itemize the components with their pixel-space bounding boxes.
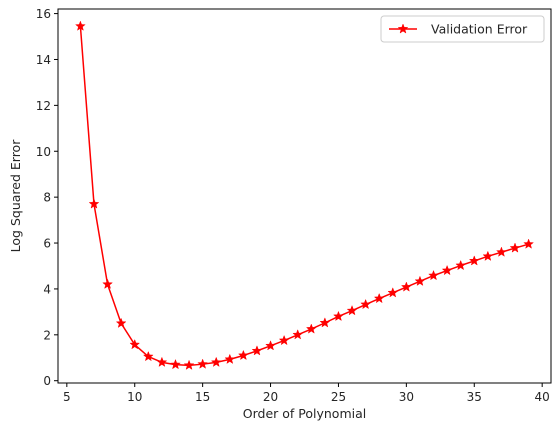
legend-label: Validation Error (431, 22, 528, 37)
y-tick-label: 10 (36, 145, 51, 159)
data-point-marker (251, 345, 263, 356)
y-tick-label: 14 (36, 53, 51, 67)
y-tick-label: 0 (43, 374, 51, 388)
x-tick-label: 35 (467, 390, 482, 404)
data-point-marker (319, 317, 331, 328)
data-point-marker (102, 278, 114, 289)
data-point-marker (333, 310, 344, 322)
data-point-marker (414, 275, 426, 286)
data-point-marker (373, 292, 385, 304)
x-tick-label: 25 (331, 390, 346, 404)
data-point-marker (509, 242, 521, 253)
data-point-marker (441, 264, 453, 276)
data-point-marker (142, 350, 154, 362)
data-point-marker (183, 359, 195, 370)
y-tick-label: 2 (43, 328, 51, 342)
y-tick-label: 16 (36, 7, 51, 21)
x-axis: 5 10 15 20 25 30 35 40 (63, 383, 550, 404)
legend: Validation Error (380, 15, 545, 43)
x-tick-label: 5 (63, 390, 71, 404)
data-point-marker (156, 356, 168, 367)
legend-box (380, 15, 545, 43)
data-point-marker (292, 329, 304, 340)
y-tick-label: 8 (43, 191, 51, 205)
y-tick-label: 12 (36, 99, 51, 113)
series-layer (74, 20, 535, 370)
data-point-marker (197, 358, 209, 369)
data-point-marker (88, 198, 100, 209)
y-axis: 0 2 4 6 8 10 12 14 16 (36, 7, 58, 388)
data-point-marker (360, 298, 372, 310)
data-point-marker (237, 349, 249, 361)
y-tick-label: 4 (43, 282, 51, 296)
data-point-marker (495, 246, 507, 257)
data-point-marker (278, 334, 290, 346)
data-point-marker (523, 238, 535, 249)
data-point-marker (387, 287, 399, 298)
data-point-marker (305, 323, 317, 334)
data-point-marker (74, 20, 86, 31)
x-tick-label: 15 (195, 390, 210, 404)
data-point-marker (170, 358, 181, 370)
y-axis-label: Log Squared Error (8, 139, 23, 253)
data-point-marker (482, 250, 494, 261)
axes-frame (57, 8, 552, 384)
data-point-marker (115, 317, 127, 328)
data-point-marker (468, 255, 480, 266)
data-point-marker (210, 356, 222, 367)
data-point-marker (265, 340, 276, 351)
x-tick-label: 40 (535, 390, 550, 404)
data-point-marker (224, 353, 236, 364)
data-point-marker (400, 281, 412, 292)
series-line (79, 26, 529, 367)
data-point-marker (428, 269, 439, 281)
data-point-marker (129, 338, 141, 350)
data-point-marker (455, 259, 467, 271)
x-axis-label: Order of Polynomial (243, 406, 366, 421)
data-point-marker (346, 305, 358, 316)
x-tick-label: 10 (127, 390, 142, 404)
legend-star-marker (397, 23, 409, 34)
y-tick-label: 6 (43, 237, 51, 251)
x-tick-label: 20 (263, 390, 278, 404)
x-tick-label: 30 (399, 390, 414, 404)
